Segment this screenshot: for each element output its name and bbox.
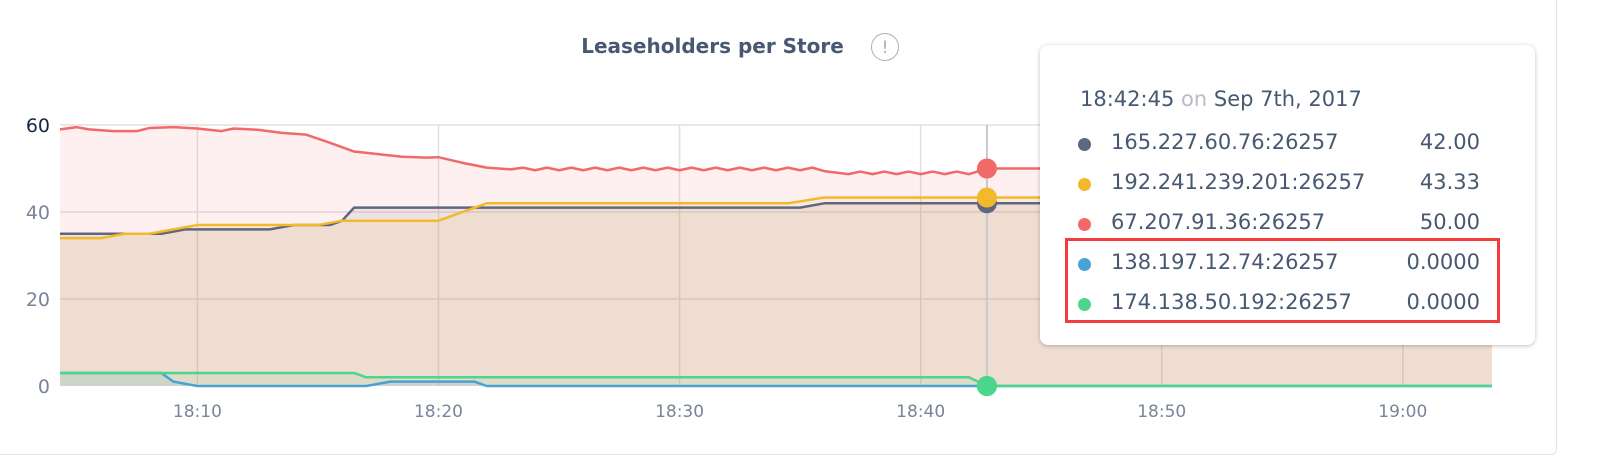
series-dot-icon [1078, 138, 1091, 151]
row-label: 67.207.91.36:26257 [1111, 210, 1326, 234]
highlight-box [1065, 238, 1500, 323]
series-line [60, 371, 1492, 388]
x-tick-label: 18:20 [414, 402, 463, 422]
series-dot-icon [1078, 258, 1091, 271]
tooltip-on: on [1181, 87, 1208, 111]
tooltip-row: 67.207.91.36:26257 50.00 [1078, 208, 1480, 238]
hover-point [976, 376, 997, 396]
row-value: 0.0000 [1406, 250, 1480, 274]
series-dot-icon [1078, 218, 1091, 231]
series-line [60, 196, 1492, 240]
chart-title: Leaseholders per Store [581, 34, 844, 58]
series-line [60, 371, 1492, 388]
row-value: 50.00 [1419, 210, 1480, 234]
tooltip-timestamp: 18:42:45 on Sep 7th, 2017 [1080, 87, 1362, 111]
hover-point [976, 187, 997, 208]
y-tick-label: 20 [26, 289, 50, 311]
x-tick-label: 18:50 [1137, 402, 1186, 422]
y-tick-label: 0 [38, 376, 50, 398]
row-label: 192.241.239.201:26257 [1111, 170, 1366, 194]
row-value: 43.33 [1419, 170, 1480, 194]
x-tick-label: 19:00 [1378, 402, 1427, 422]
exclamation-circle-icon[interactable]: ! [871, 33, 899, 61]
tooltip-time: 18:42:45 [1080, 87, 1175, 111]
tooltip-row: 165.227.60.76:26257 42.00 [1078, 128, 1480, 158]
y-tick-label: 40 [26, 202, 50, 224]
row-label: 174.138.50.192:26257 [1111, 290, 1352, 314]
series-dot-icon [1078, 178, 1091, 191]
x-tick-label: 18:10 [173, 402, 222, 422]
hover-point [976, 158, 997, 179]
row-label: 138.197.12.74:26257 [1111, 250, 1339, 274]
tooltip-row: 138.197.12.74:26257 0.0000 [1078, 248, 1480, 278]
row-value: 0.0000 [1406, 290, 1480, 314]
tooltip-date: Sep 7th, 2017 [1213, 87, 1362, 111]
row-value: 42.00 [1419, 130, 1480, 154]
x-tick-label: 18:40 [896, 402, 945, 422]
row-label: 165.227.60.76:26257 [1111, 130, 1339, 154]
series-dot-icon [1078, 298, 1091, 311]
x-tick-label: 18:30 [655, 402, 704, 422]
tooltip-row: 192.241.239.201:26257 43.33 [1078, 168, 1480, 198]
y-tick-label: 60 [26, 115, 50, 137]
series-line [59, 125, 1492, 176]
tooltip-row: 174.138.50.192:26257 0.0000 [1078, 288, 1480, 318]
hover-tooltip: 18:42:45 on Sep 7th, 2017 165.227.60.76:… [1040, 45, 1535, 345]
